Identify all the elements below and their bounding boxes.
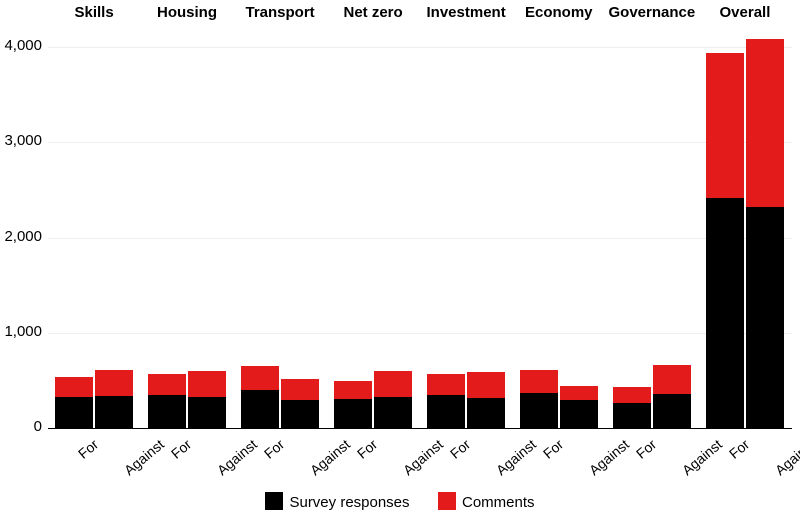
x-tick-label: For — [168, 436, 194, 462]
y-tick-label: 4,000 — [2, 37, 42, 54]
legend-item-comments: Comments — [438, 492, 535, 511]
x-tick-label: For — [633, 436, 659, 462]
x-tick-label: For — [75, 436, 101, 462]
bar — [374, 371, 412, 428]
gridline — [48, 47, 792, 48]
bar-segment — [188, 397, 226, 428]
group-labels-row: Skills Housing Transport Net zero Investment… — [0, 0, 800, 24]
bar — [706, 53, 744, 428]
bar-segment — [148, 374, 186, 395]
x-tick-label: Against — [679, 436, 725, 478]
bar-segment — [467, 398, 505, 428]
legend-item-survey: Survey responses — [265, 492, 409, 511]
bar — [613, 387, 651, 428]
bar-segment — [613, 387, 651, 403]
x-tick-label: Against — [214, 436, 260, 478]
bar — [148, 374, 186, 428]
bar — [560, 386, 598, 428]
y-tick-label: 1,000 — [2, 323, 42, 340]
bar-segment — [653, 365, 691, 394]
bar-segment — [560, 400, 598, 428]
bar — [653, 365, 691, 428]
group-label: Transport — [246, 4, 315, 21]
x-axis-labels: ForAgainstForAgainstForAgainstForAgainst… — [48, 432, 792, 482]
gridline — [48, 333, 792, 334]
x-tick-label: For — [447, 436, 473, 462]
group-label: Governance — [609, 4, 696, 21]
bar-segment — [334, 399, 372, 428]
bar-segment — [560, 386, 598, 400]
bar-segment — [281, 400, 319, 428]
x-tick-label: Against — [121, 436, 167, 478]
bar-segment — [613, 403, 651, 428]
x-tick-label: For — [540, 436, 566, 462]
group-label: Housing — [157, 4, 217, 21]
bar — [241, 366, 279, 428]
bar-segment — [241, 390, 279, 428]
bar-segment — [427, 395, 465, 428]
x-tick-label: Against — [307, 436, 353, 478]
bar-segment — [746, 39, 784, 208]
legend-swatch-survey — [265, 492, 283, 510]
bar-segment — [746, 207, 784, 428]
legend-swatch-comments — [438, 492, 456, 510]
bar — [467, 372, 505, 428]
legend-label-comments: Comments — [462, 494, 535, 511]
group-label: Skills — [75, 4, 114, 21]
x-tick-label: Against — [586, 436, 632, 478]
x-tick-label: For — [261, 436, 287, 462]
bar — [188, 371, 226, 428]
bar-segment — [148, 395, 186, 428]
group-label: Net zero — [344, 4, 403, 21]
x-tick-label: For — [354, 436, 380, 462]
gridline — [48, 238, 792, 239]
group-label: Economy — [525, 4, 593, 21]
bar — [427, 374, 465, 428]
bar-segment — [520, 393, 558, 428]
x-tick-label: Against — [493, 436, 539, 478]
bar-segment — [55, 397, 93, 428]
bar — [746, 38, 784, 428]
bar-segment — [467, 372, 505, 398]
x-axis-baseline — [48, 428, 792, 429]
legend-label-survey: Survey responses — [289, 494, 409, 511]
y-tick-label: 3,000 — [2, 132, 42, 149]
bar-segment — [520, 370, 558, 393]
bar-segment — [95, 370, 133, 396]
y-tick-label: 2,000 — [2, 228, 42, 245]
bar — [55, 377, 93, 428]
bar-segment — [706, 53, 744, 198]
bar — [334, 381, 372, 428]
bar — [95, 370, 133, 428]
gridline — [48, 142, 792, 143]
bar-segment — [188, 371, 226, 397]
bar — [281, 379, 319, 428]
bar-segment — [281, 379, 319, 400]
stacked-bar-chart: Skills Housing Transport Net zero Investment… — [0, 0, 800, 520]
bar-segment — [241, 366, 279, 390]
group-label: Investment — [427, 4, 506, 21]
bar-segment — [55, 377, 93, 397]
bar-segment — [706, 198, 744, 428]
bar-segment — [334, 381, 372, 399]
group-label: Overall — [720, 4, 771, 21]
x-tick-label: For — [726, 436, 752, 462]
bar-segment — [95, 396, 133, 428]
bar — [520, 370, 558, 428]
legend: Survey responses Comments — [0, 492, 800, 512]
bar-segment — [427, 374, 465, 395]
x-tick-label: Against — [400, 436, 446, 478]
y-tick-label: 0 — [2, 418, 42, 435]
x-tick-label: Against — [772, 436, 800, 478]
bar-segment — [653, 394, 691, 428]
plot-area — [48, 28, 792, 428]
bar-segment — [374, 397, 412, 428]
bar-segment — [374, 371, 412, 397]
